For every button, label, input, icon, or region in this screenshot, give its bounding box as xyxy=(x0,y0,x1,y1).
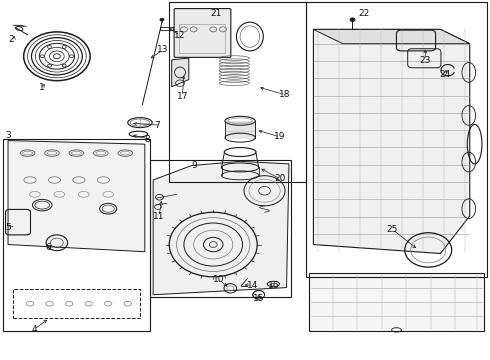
Polygon shape xyxy=(8,140,145,252)
Text: 9: 9 xyxy=(191,161,197,170)
FancyBboxPatch shape xyxy=(174,9,231,57)
Text: 24: 24 xyxy=(440,71,451,80)
Text: 25: 25 xyxy=(387,225,398,234)
Text: 14: 14 xyxy=(246,280,258,289)
Text: 17: 17 xyxy=(176,92,188,101)
Circle shape xyxy=(350,18,355,22)
Text: 19: 19 xyxy=(274,132,286,141)
Text: 15: 15 xyxy=(253,294,264,303)
Text: 1: 1 xyxy=(39,83,45,92)
Text: 6: 6 xyxy=(46,243,51,252)
Text: 20: 20 xyxy=(274,175,286,184)
Text: 10: 10 xyxy=(213,275,225,284)
Text: 13: 13 xyxy=(157,45,169,54)
Polygon shape xyxy=(309,273,485,330)
Text: 23: 23 xyxy=(419,56,430,65)
Polygon shape xyxy=(314,30,470,253)
Circle shape xyxy=(160,18,164,21)
Polygon shape xyxy=(153,161,289,295)
Text: 2: 2 xyxy=(8,35,14,44)
Text: 21: 21 xyxy=(211,9,222,18)
Text: 5: 5 xyxy=(5,223,11,232)
Text: 18: 18 xyxy=(279,90,291,99)
Text: 7: 7 xyxy=(155,121,160,130)
Text: 12: 12 xyxy=(174,31,186,40)
Text: 22: 22 xyxy=(359,9,370,18)
Text: 8: 8 xyxy=(145,135,150,144)
Polygon shape xyxy=(172,58,189,87)
Text: 16: 16 xyxy=(268,280,279,289)
Text: 11: 11 xyxy=(153,212,165,221)
Text: 4: 4 xyxy=(31,325,37,334)
Polygon shape xyxy=(314,30,470,44)
Text: 3: 3 xyxy=(5,131,11,140)
